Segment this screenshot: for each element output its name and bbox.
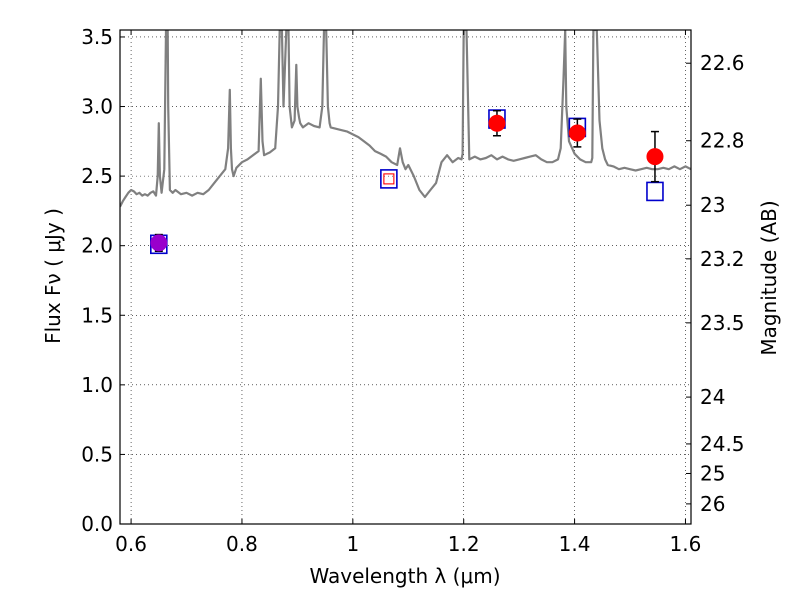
observed-point bbox=[568, 124, 586, 142]
y-tick-label: 3.0 bbox=[81, 95, 113, 119]
y2-axis-ticks: 22.6 22.8 23 23.2 23.5 24 24.5 25 26 bbox=[686, 51, 745, 516]
x-tick-label: 0.6 bbox=[115, 532, 147, 556]
spectrum-layer bbox=[120, 30, 691, 208]
x-tick-label: 0.8 bbox=[226, 532, 258, 556]
observed-point bbox=[150, 234, 168, 252]
y2-tick-label: 22.8 bbox=[700, 129, 745, 153]
y-axis-label: Flux Fν ( μJy ) bbox=[41, 208, 65, 344]
x-tick-label: 1.2 bbox=[448, 532, 480, 556]
y-tick-label: 0.5 bbox=[81, 442, 113, 466]
data-points-layer bbox=[150, 109, 664, 255]
y2-tick-label: 23.5 bbox=[700, 311, 745, 335]
y-tick-label: 1.5 bbox=[81, 303, 113, 327]
x-tick-label: 1.6 bbox=[670, 532, 702, 556]
y2-tick-label: 22.6 bbox=[700, 51, 745, 75]
model-point bbox=[380, 169, 398, 189]
y-tick-label: 0.0 bbox=[81, 512, 113, 536]
observed-point-square bbox=[383, 173, 395, 185]
observed-point bbox=[488, 114, 506, 132]
y-tick-label: 2.5 bbox=[81, 164, 113, 188]
x-tick-label: 1 bbox=[346, 532, 359, 556]
y2-tick-label: 23 bbox=[700, 193, 725, 217]
y2-tick-label: 26 bbox=[700, 492, 725, 516]
y-tick-label: 2.0 bbox=[81, 234, 113, 258]
y2-tick-label: 24.5 bbox=[700, 432, 745, 456]
y-tick-label: 3.5 bbox=[81, 25, 113, 49]
y-tick-label: 1.0 bbox=[81, 373, 113, 397]
x-axis-ticks: 0.6 0.8 1 1.2 1.4 1.6 bbox=[115, 30, 701, 556]
observed-point bbox=[646, 148, 664, 166]
x-axis-label: Wavelength λ (μm) bbox=[309, 564, 500, 588]
plot-frame bbox=[119, 29, 692, 525]
x-tick-label: 1.4 bbox=[559, 532, 591, 556]
spectrum-line bbox=[120, 30, 691, 208]
y2-tick-label: 23.2 bbox=[700, 247, 745, 271]
y-axis-ticks: 0.0 0.5 1.0 1.5 2.0 2.5 3.0 3.5 bbox=[81, 25, 125, 536]
y2-tick-label: 24 bbox=[700, 385, 725, 409]
y2-tick-label: 25 bbox=[700, 461, 725, 485]
y2-axis-label: Magnitude (AB) bbox=[757, 200, 781, 355]
